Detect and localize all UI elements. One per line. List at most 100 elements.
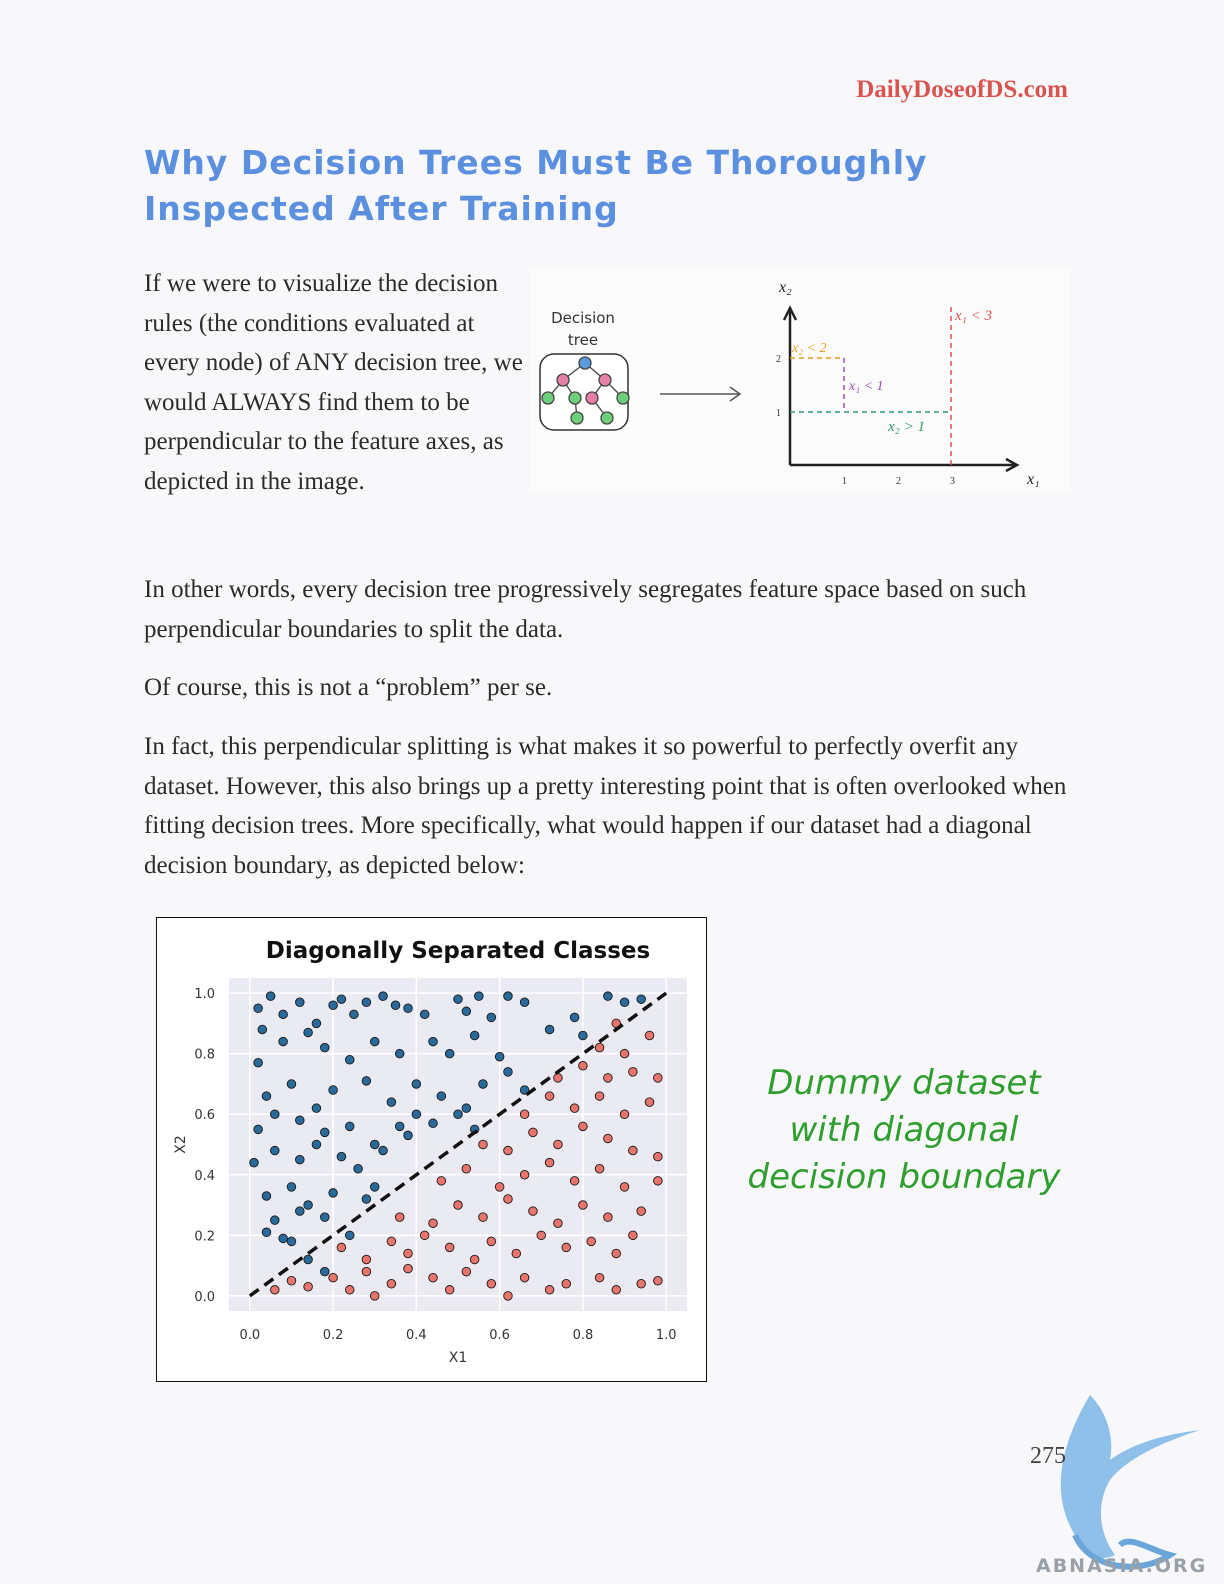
data-point-class-0 [619, 997, 630, 1007]
paragraph-1: In other words, every decision tree prog… [144, 576, 1027, 643]
data-point-class-1 [544, 1285, 555, 1295]
data-point-class-1 [578, 1061, 588, 1071]
x-axis-label: X1 [449, 1350, 468, 1366]
y-tick-label: 0.2 [194, 1229, 215, 1244]
data-point-class-0 [453, 994, 463, 1004]
data-point-class-0 [320, 1127, 330, 1138]
y-tick-label: 1.0 [194, 987, 215, 1002]
data-point-class-1 [586, 1236, 596, 1247]
annotation-line-3: decision boundary [747, 1157, 1061, 1197]
data-point-class-0 [303, 1027, 313, 1038]
data-point-class-0 [295, 1115, 305, 1126]
data-point-class-1 [403, 1263, 413, 1274]
data-point-class-1 [611, 1248, 621, 1259]
site-name: DailyDoseofDS.com [856, 76, 1068, 103]
data-point-class-1 [336, 1242, 347, 1253]
data-point-class-1 [419, 1230, 430, 1241]
data-point-class-1 [653, 1151, 663, 1162]
tree-box [539, 353, 629, 431]
data-point-class-0 [278, 1233, 288, 1244]
data-point-class-0 [336, 994, 347, 1004]
x-tick-label: 0.8 [573, 1328, 594, 1343]
data-point-class-1 [594, 1042, 605, 1053]
data-point-class-1 [636, 1206, 646, 1216]
x-tick-label: 1.0 [656, 1328, 677, 1343]
tree-label-line2: tree [568, 331, 598, 349]
data-point-class-0 [461, 1103, 472, 1113]
data-point-class-1 [628, 1230, 638, 1241]
data-point-class-0 [328, 1085, 338, 1095]
x-tick-label: 0.6 [489, 1328, 510, 1343]
split-label-x1-lt-3: x₁ < 3 [954, 308, 992, 324]
data-point-class-0 [311, 1018, 322, 1029]
y-tick-label: 0.4 [194, 1169, 215, 1184]
data-point-class-0 [261, 1191, 272, 1201]
data-point-class-1 [428, 1218, 438, 1228]
data-point-class-0 [578, 1030, 588, 1041]
data-point-class-1 [603, 1212, 613, 1222]
data-point-class-0 [474, 991, 484, 1001]
data-point-class-1 [361, 1254, 372, 1265]
data-point-class-0 [378, 991, 388, 1001]
axis-y-label: x₂ [778, 279, 792, 296]
data-point-class-0 [353, 1163, 363, 1174]
page-title: Why Decision Trees Must Be Thoroughly In… [144, 143, 928, 228]
decision-tree-figure: Decision tree x₂ x₁ 1 2 3 1 [530, 268, 1070, 493]
data-point-class-0 [603, 991, 613, 1001]
tick-x-3: 3 [950, 476, 955, 487]
data-point-class-0 [394, 1048, 405, 1059]
data-point-class-0 [270, 1145, 280, 1156]
data-point-class-1 [653, 1275, 663, 1286]
data-point-class-1 [453, 1200, 463, 1210]
paragraph-3: In fact, this perpendicular splitting is… [144, 733, 1067, 879]
data-point-class-1 [386, 1236, 397, 1247]
data-point-class-0 [303, 1254, 313, 1265]
data-point-class-1 [594, 1272, 605, 1283]
paragraph-2: Of course, this is not a “problem” per s… [144, 674, 553, 701]
data-point-class-1 [403, 1248, 413, 1259]
data-point-class-0 [503, 1067, 513, 1077]
data-point-class-0 [303, 1200, 313, 1210]
data-point-class-0 [286, 1236, 297, 1247]
data-point-class-0 [453, 1109, 463, 1119]
data-point-class-0 [257, 1024, 268, 1035]
data-point-class-1 [303, 1282, 313, 1292]
data-point-class-0 [519, 1085, 530, 1095]
data-point-class-1 [644, 1097, 655, 1107]
data-point-class-1 [553, 1218, 563, 1228]
tick-x-1: 1 [842, 476, 847, 487]
data-point-class-0 [436, 1091, 447, 1101]
data-point-class-1 [594, 1091, 605, 1101]
data-point-class-1 [486, 1236, 497, 1247]
data-point-class-1 [361, 1266, 372, 1277]
data-point-class-0 [270, 1215, 280, 1225]
data-point-class-0 [394, 1121, 405, 1132]
data-point-class-1 [619, 1048, 630, 1059]
arrow-icon [660, 386, 742, 402]
data-point-class-0 [428, 1118, 438, 1129]
data-point-class-0 [494, 1051, 505, 1062]
data-point-class-1 [519, 1272, 530, 1283]
data-point-class-1 [644, 1030, 655, 1041]
data-point-class-0 [336, 1151, 347, 1162]
data-point-class-0 [369, 1036, 380, 1047]
data-point-class-0 [369, 1139, 380, 1150]
data-point-class-0 [295, 1154, 305, 1165]
data-point-class-1 [461, 1266, 472, 1277]
data-point-class-0 [295, 1206, 305, 1216]
data-point-class-0 [328, 1188, 338, 1198]
split-label-x1-lt-1: x₁ < 1 [848, 379, 884, 394]
data-point-class-1 [536, 1230, 547, 1241]
data-point-class-1 [611, 1285, 621, 1295]
data-point-class-0 [253, 1124, 263, 1135]
data-point-class-1 [503, 1291, 513, 1301]
watermark-logo-icon [1060, 1395, 1200, 1570]
data-point-class-1 [561, 1242, 572, 1253]
data-point-class-0 [344, 1054, 355, 1065]
data-point-class-0 [320, 1042, 330, 1053]
data-point-class-0 [328, 1000, 338, 1010]
data-point-class-1 [478, 1212, 488, 1222]
data-point-class-0 [386, 1097, 397, 1107]
data-point-class-0 [361, 1194, 372, 1204]
data-point-class-0 [265, 991, 276, 1001]
